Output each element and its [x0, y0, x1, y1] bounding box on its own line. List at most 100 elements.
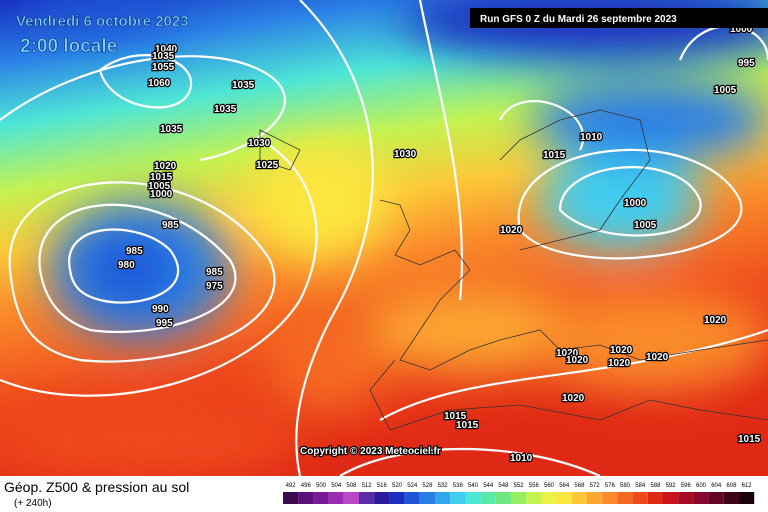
scale-label: 520 — [392, 483, 403, 489]
isobar-label: 1020 — [704, 315, 727, 326]
scale-label: 528 — [422, 483, 433, 489]
isobar-label: 1010 — [510, 453, 533, 464]
scale-label: 612 — [742, 483, 753, 489]
isobar-label: 1005 — [148, 181, 171, 192]
run-box — [470, 8, 768, 28]
isobar-label: 1035 — [160, 124, 183, 135]
scale-cell — [541, 492, 557, 504]
isobar-label: 1020 — [566, 355, 589, 366]
scale-cell — [283, 492, 299, 504]
scale-label: 544 — [483, 483, 494, 489]
scale-cell — [708, 492, 724, 504]
isobar-label: 1015 — [444, 411, 467, 422]
scale-cell — [465, 492, 481, 504]
scale-label: 592 — [666, 483, 677, 489]
isobar-label: 1035 — [152, 51, 175, 62]
field — [0, 0, 768, 480]
scale-label: 500 — [316, 483, 327, 489]
scale-label: 576 — [605, 483, 616, 489]
scale-cell — [526, 492, 542, 504]
scale-label: 596 — [681, 483, 692, 489]
run: Run GFS 0 Z du Mardi 26 septembre 2023 — [480, 14, 677, 25]
scale-cell — [389, 492, 405, 504]
isobar-label: 1005 — [634, 220, 657, 231]
isobar-label: 975 — [206, 281, 223, 292]
isobar-label: 1060 — [148, 78, 171, 89]
scale-label: 508 — [346, 483, 357, 489]
scale-cell — [723, 492, 739, 504]
scale-cell — [328, 492, 344, 504]
copyright: Copyright © 2023 Meteociel.fr — [300, 446, 441, 457]
color-scale: 492 496 500 504 508 512 516 520 524 528 532 536 540 5… — [283, 483, 755, 504]
isobar-label: 985 — [206, 267, 223, 278]
isobar-label: 1055 — [152, 62, 175, 73]
scale-label: 512 — [362, 483, 373, 489]
scale-label: 548 — [498, 483, 509, 489]
isobar-label: 1025 — [256, 160, 279, 171]
scale-label: 600 — [696, 483, 707, 489]
scale-cell — [404, 492, 420, 504]
scale-cell — [313, 492, 329, 504]
isobar-label: 1020 — [610, 345, 633, 356]
scale-label: 556 — [529, 483, 540, 489]
isobar-label: 1015 — [543, 150, 566, 161]
time: 2:00 locale — [20, 36, 117, 57]
scale-cell — [450, 492, 466, 504]
scale-cell — [647, 492, 663, 504]
isobar-label: 995 — [738, 58, 755, 69]
isobar-label: 1020 — [556, 348, 579, 359]
scale-cell — [419, 492, 435, 504]
scale-label: 572 — [590, 483, 601, 489]
scale-cell — [617, 492, 633, 504]
scale-cell — [587, 492, 603, 504]
scale-cell — [359, 492, 375, 504]
isobar-label: 1000 — [624, 198, 647, 209]
scale-label: 568 — [574, 483, 585, 489]
isobar-label: 1010 — [580, 132, 603, 143]
isobars — [0, 0, 768, 476]
scale-cell — [480, 492, 496, 504]
scale-cell — [632, 492, 648, 504]
isobar-label: 1015 — [456, 420, 479, 431]
scale-label: 504 — [331, 483, 342, 489]
scale-cell — [693, 492, 709, 504]
isobar-label: 1035 — [214, 104, 237, 115]
scale-label: 532 — [438, 483, 449, 489]
scale-cell — [571, 492, 587, 504]
isobar-label: 1000 — [150, 189, 173, 200]
isobar-label: 1020 — [562, 393, 585, 404]
isobar-label: 1035 — [232, 80, 255, 91]
header: Vendredi 6 octobre 2023 2:00 locale Run … — [16, 8, 768, 458]
scale-cell — [343, 492, 359, 504]
scale-label: 584 — [635, 483, 646, 489]
scale-label: 580 — [620, 483, 631, 489]
scale-cell — [374, 492, 390, 504]
scale-cell — [495, 492, 511, 504]
isobar-label: 1020 — [500, 225, 523, 236]
coastlines — [259, 109, 768, 431]
isobar-label: 980 — [118, 260, 135, 271]
scale-label: 604 — [711, 483, 722, 489]
isobar-label: 1020 — [608, 358, 631, 369]
footer-lead: (+ 240h) — [14, 498, 52, 509]
scale-label: 536 — [453, 483, 464, 489]
isobar-label: 1030 — [248, 138, 271, 149]
scale-label: 524 — [407, 483, 418, 489]
scale-label: 552 — [514, 483, 525, 489]
scale-label: 588 — [650, 483, 661, 489]
scale-cell — [298, 492, 314, 504]
scale-label: 492 — [286, 483, 297, 489]
isobar-label: 1020 — [646, 352, 669, 363]
footer-title: Géop. Z500 & pression au sol — [4, 479, 189, 495]
isobar-label: 1020 — [154, 161, 177, 172]
scale-label: 564 — [559, 483, 570, 489]
scale-cell — [663, 492, 679, 504]
isobar-label: 1030 — [394, 149, 417, 160]
scale-cell — [739, 492, 755, 504]
scale-label: 540 — [468, 483, 479, 489]
scale-label: 516 — [377, 483, 388, 489]
isobar-label: 1005 — [714, 85, 737, 96]
